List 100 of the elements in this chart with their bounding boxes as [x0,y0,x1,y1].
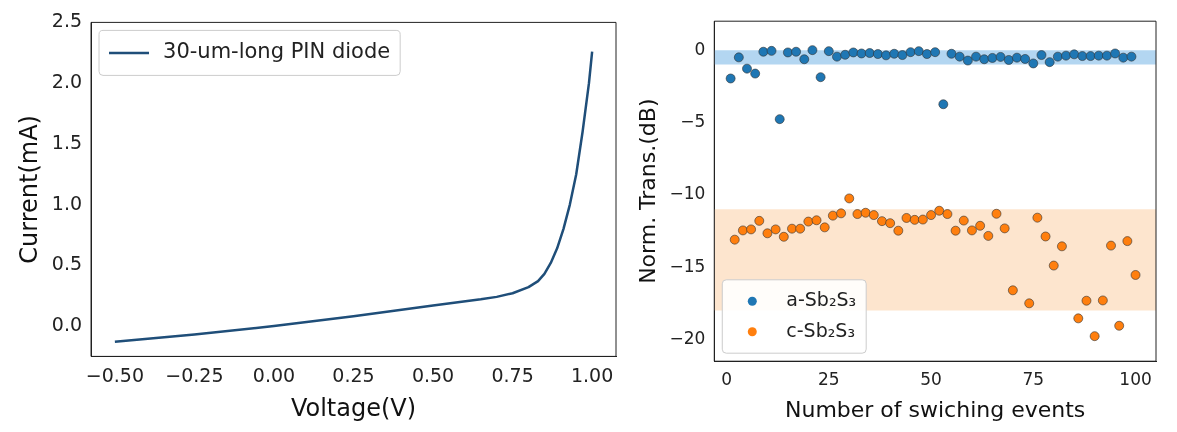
point [967,225,977,236]
point [864,48,875,58]
point [795,223,805,234]
point [1057,241,1067,252]
point [1069,49,1079,60]
point [1093,50,1104,61]
point [840,49,850,60]
point [1048,260,1059,271]
point [770,224,781,235]
point [877,216,887,226]
x-tick-label: 0.00 [252,363,296,386]
point [889,48,900,59]
point [856,48,867,59]
x-tick-label: 0.75 [491,363,534,386]
point [909,215,920,225]
point [946,48,957,59]
point [893,225,904,236]
point [873,49,883,59]
point [738,225,748,236]
point [762,228,773,239]
point [1044,57,1055,67]
point [897,50,908,60]
point [1089,331,1100,341]
y-axis-title: Norm. Trans.(dB) [634,98,660,284]
point [832,51,842,62]
point [958,215,969,226]
point [1106,240,1116,251]
point [901,213,912,223]
point [1126,51,1137,62]
x-tick-label: 1.00 [570,363,614,386]
point [999,223,1010,234]
point [987,53,998,63]
point [1024,298,1035,309]
point [1032,212,1043,223]
point [729,234,740,245]
x-tick-label: −0.50 [85,363,144,386]
point [807,45,818,55]
x-tick-label: 0.25 [332,363,375,386]
point [824,46,834,56]
x-tick-label: 50 [920,368,942,389]
y-tick-label: −5 [680,110,706,131]
point [971,51,981,62]
point [803,216,814,227]
point [1102,50,1112,61]
point [942,209,953,219]
point [979,54,990,65]
point [754,216,765,226]
legend-label: 30-um-long PIN diode [163,39,391,64]
point [1073,313,1084,324]
point [1036,50,1047,60]
point [950,225,961,236]
point [1040,231,1051,242]
point [787,223,797,234]
y-axis-title: Current(mA) [14,115,43,264]
x-tick-label: 0.50 [411,363,455,386]
legend-label: a-Sb₂S₃ [786,288,857,311]
point [811,215,822,226]
point [1020,54,1030,64]
point [1028,58,1039,69]
point [926,210,936,220]
y-tick-label: 1.0 [51,191,83,214]
x-tick-label: 0 [721,368,732,389]
point [1003,55,1014,65]
y-tick-label: 0.0 [51,312,83,335]
y-tick-label: −10 [669,183,706,204]
point [991,208,1002,219]
point [799,54,810,65]
point [836,208,846,219]
point [930,47,940,57]
x-tick-label: 25 [817,368,840,389]
y-tick-label: 2.0 [51,70,83,93]
point [1077,51,1088,61]
point [1008,285,1018,296]
point [995,52,1006,62]
point [860,207,871,218]
point [1098,295,1108,306]
x-tick-label: 75 [1022,368,1045,389]
point [1081,295,1092,306]
point [1130,270,1141,280]
x-axis-title: Voltage(V) [290,393,417,422]
point [885,218,895,228]
point [734,52,744,63]
x-tick-label: 100 [1119,368,1152,389]
point [779,231,789,242]
point [819,222,830,233]
y-tick-label: −15 [669,255,706,276]
point [963,55,973,66]
point [828,210,838,221]
point [746,224,756,235]
y-tick-label: 1.5 [51,130,83,153]
point [983,231,994,241]
y-tick-label: 2.5 [51,9,83,32]
point [844,193,855,204]
point [852,209,863,219]
point [1122,236,1133,246]
point [774,114,785,124]
point [913,46,924,56]
y-tick-label: −20 [669,327,706,348]
point [918,214,928,225]
point [815,72,826,82]
